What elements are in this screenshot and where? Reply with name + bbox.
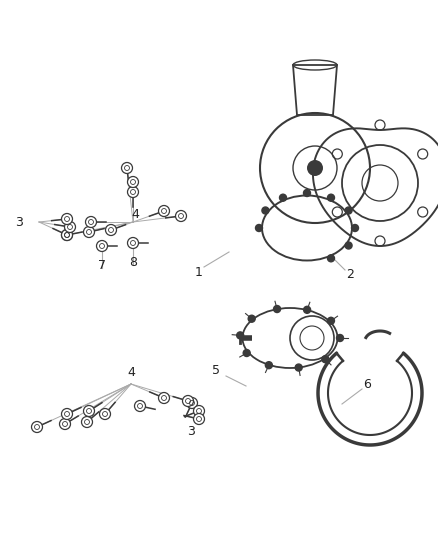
Text: 3: 3 [187,425,195,438]
Circle shape [255,224,262,231]
Circle shape [134,400,145,411]
Circle shape [159,392,170,403]
Text: 6: 6 [363,377,371,391]
Circle shape [243,350,250,357]
Circle shape [194,414,205,424]
Circle shape [274,305,281,312]
Circle shape [262,207,269,214]
Circle shape [127,238,138,248]
Circle shape [81,416,92,427]
Circle shape [99,408,110,419]
Circle shape [127,187,138,198]
Circle shape [85,216,96,228]
Circle shape [32,422,42,432]
Circle shape [159,206,170,216]
Circle shape [248,315,255,322]
Text: 5: 5 [212,365,220,377]
Text: 1: 1 [195,265,203,279]
Text: 4: 4 [127,366,135,379]
Circle shape [336,335,343,342]
Text: 8: 8 [129,256,137,269]
Circle shape [328,255,335,262]
Circle shape [127,176,138,188]
Circle shape [279,194,286,201]
Circle shape [96,240,107,252]
Circle shape [265,362,272,369]
Circle shape [121,163,133,174]
Circle shape [61,214,73,224]
Circle shape [237,332,244,339]
Circle shape [345,242,352,249]
Circle shape [194,406,205,416]
Circle shape [352,224,358,231]
Text: 7: 7 [98,259,106,272]
Circle shape [64,222,75,232]
Circle shape [60,418,71,430]
Circle shape [176,211,187,222]
Circle shape [328,317,335,324]
Circle shape [61,230,73,240]
Circle shape [187,398,198,408]
Circle shape [304,306,311,313]
Circle shape [84,227,95,238]
Text: 4: 4 [131,208,139,221]
Circle shape [84,406,95,416]
Circle shape [106,224,117,236]
Circle shape [328,194,335,201]
Circle shape [345,207,352,214]
Circle shape [307,160,323,176]
Circle shape [183,395,194,407]
Text: 2: 2 [346,269,354,281]
Circle shape [304,190,311,197]
Text: 3: 3 [15,215,23,229]
Circle shape [295,364,302,371]
Circle shape [322,356,329,363]
Circle shape [61,408,73,419]
Circle shape [61,230,73,240]
